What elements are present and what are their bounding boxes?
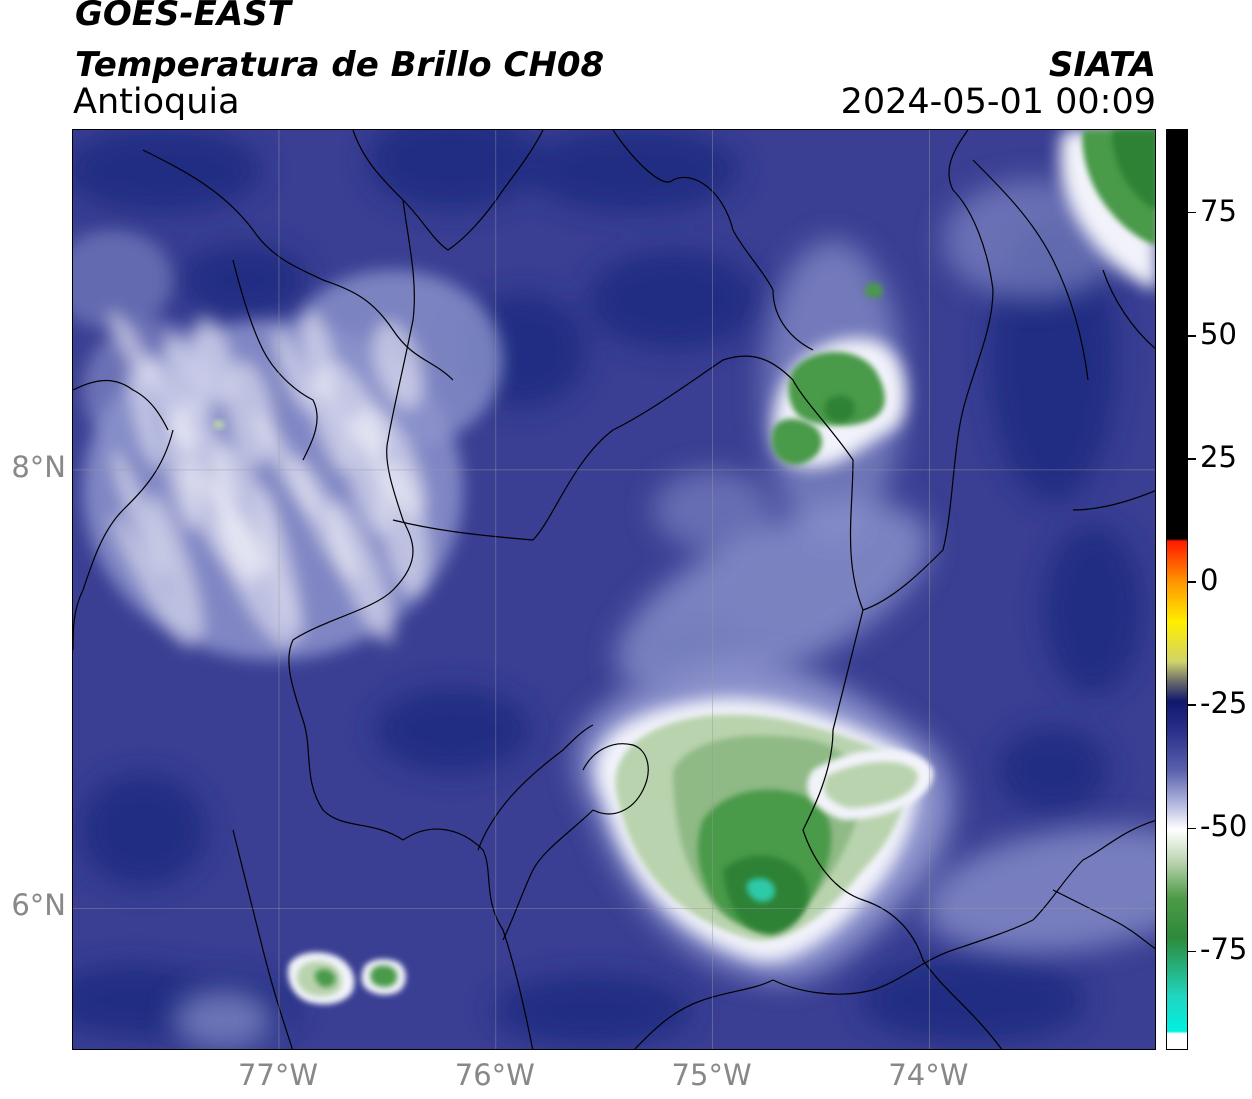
border-line [502,809,594,941]
border-line [1102,269,1155,350]
border-line [352,130,544,251]
colorbar-tick-mark [1188,458,1196,460]
title-product: Temperatura de Brillo CH08 [75,45,605,85]
agency-label: SIATA [1048,45,1156,85]
colorbar-tick-mark [1188,827,1196,830]
lon-tick-label: 76°W [454,1058,535,1092]
borders-layer [73,130,1155,1049]
border-line [232,259,318,461]
border-line [1072,490,1155,511]
colorbar-tick-label: -75 [1200,932,1248,967]
border-line [73,429,174,651]
lon-tick-label: 74°W [888,1058,969,1092]
border-line [634,979,774,1049]
colorbar-tick-label: 25 [1200,439,1237,474]
border-line [612,130,814,351]
colorbar-tick-label: 75 [1200,193,1237,228]
timestamp-label: 2024-05-01 00:09 [840,82,1156,122]
cloud-lobe-east [807,749,934,820]
border-line [402,828,534,1049]
border-line [772,820,1155,995]
cloud-cell-south-west [287,952,406,1005]
map-panel [72,129,1156,1050]
colorbar-tick-label: -50 [1200,809,1248,844]
colorbar-tick-label: 0 [1200,563,1219,598]
border-line [582,743,649,815]
colorbar-tick-mark [1188,581,1196,583]
colorbar-tick-mark [1188,335,1196,337]
border-line [392,355,864,611]
colorbar-tick-mark [1188,704,1196,706]
colorbar [1166,129,1188,1050]
border-line [972,159,1089,381]
colorbar-fill [1167,130,1187,1049]
region-label: Antioquia [73,82,240,122]
border-line [477,724,594,851]
lat-tick-label: 6°N [11,888,66,923]
border-line [802,609,1003,1049]
colorbar-gradient [1167,130,1187,1049]
title-satellite: GOES-EAST [75,0,291,34]
colorbar-tick-mark [1188,950,1196,953]
border-line [232,829,293,1049]
graticule [73,130,1155,1049]
cloud-speck-west [213,419,225,430]
border-line [1052,889,1155,950]
cloud-cell-north-east-top [1059,130,1155,290]
border-line [862,130,994,611]
map-canvas [73,130,1155,1049]
cirrus-band [173,180,1155,1049]
border-line [288,199,415,841]
colorbar-tick-label: 50 [1200,316,1237,351]
imagery-layer [73,130,1155,1049]
border-line [73,379,169,431]
lon-tick-label: 77°W [237,1058,319,1092]
lat-tick-label: 8°N [11,449,66,484]
colorbar-tick-mark [1188,211,1196,214]
colorbar-tick-label: -25 [1200,686,1248,721]
border-line [142,149,454,381]
cirrus-west-layer [73,230,503,660]
lon-tick-label: 75°W [671,1058,752,1092]
